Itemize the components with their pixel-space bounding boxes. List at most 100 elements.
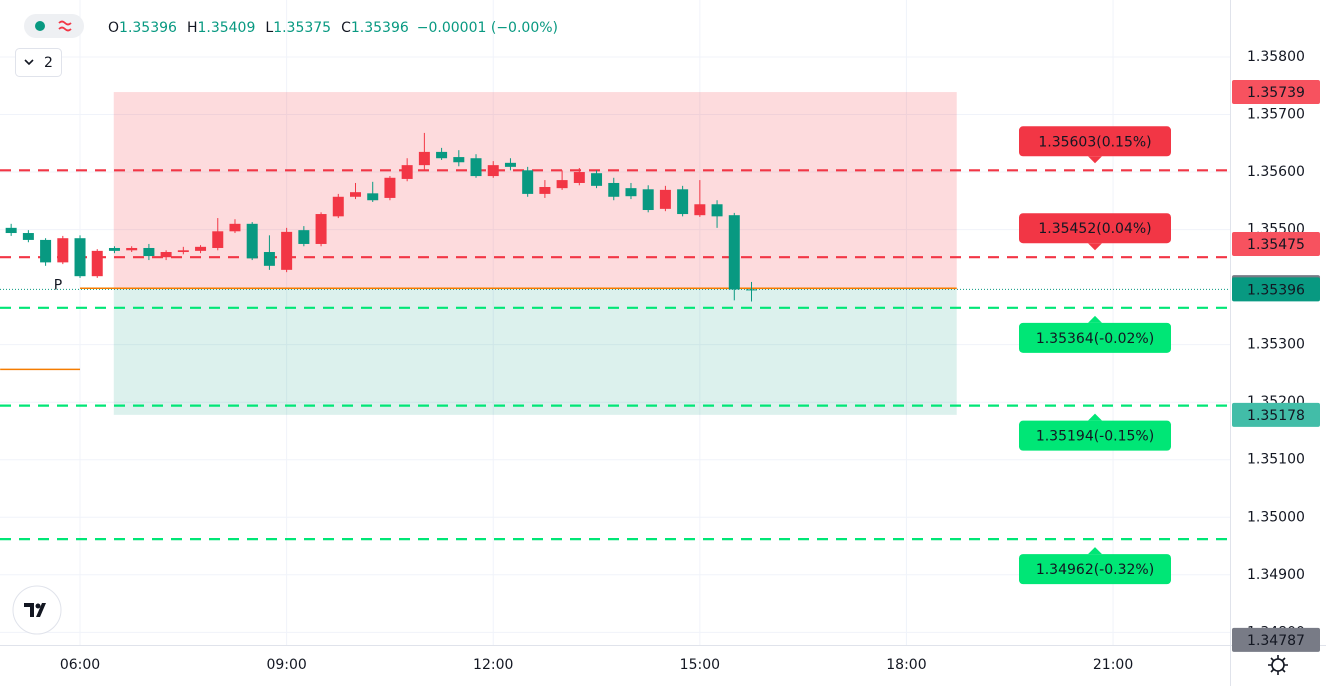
candle-body	[608, 182, 620, 197]
plot-area: P 1.35603(0.15%) 1.35452(0.04%) 1.35364(-0.…	[0, 92, 1230, 585]
symbol-pill[interactable]	[24, 14, 84, 38]
candle-body	[126, 247, 138, 251]
candle-body	[91, 250, 103, 277]
candle-body	[539, 186, 551, 194]
candle-body	[350, 192, 362, 197]
level-label-box	[1019, 554, 1171, 585]
ohlc-label: C	[341, 20, 351, 36]
y-tick-label: 1.35700	[1247, 107, 1305, 123]
price-tag-label: 1.35396	[1247, 282, 1305, 298]
y-tick-label: 1.35800	[1247, 49, 1305, 65]
collapse-button[interactable]: 2	[15, 48, 62, 77]
logo[interactable]	[12, 585, 62, 635]
pivot-label: P	[54, 277, 62, 293]
grid	[0, 0, 1230, 645]
candle-body	[659, 189, 671, 209]
candle-body	[212, 231, 224, 248]
candle-body	[711, 204, 723, 217]
candle-body	[108, 247, 120, 251]
x-tick-label: 15:00	[680, 657, 720, 673]
x-tick-label: 09:00	[266, 657, 306, 673]
count: 2	[44, 55, 53, 71]
candle-body	[677, 189, 689, 215]
candle-body	[195, 246, 207, 251]
x-tick-label: 06:00	[60, 657, 100, 673]
level-label: 1.35194(-0.15%)	[1036, 429, 1154, 445]
price-tag-label: 1.35739	[1247, 85, 1305, 101]
candle-body	[642, 189, 654, 211]
level-label: 1.35364(-0.02%)	[1036, 331, 1154, 347]
level-label-box	[1019, 213, 1171, 244]
candle-body	[470, 158, 482, 177]
candle-body	[143, 247, 155, 257]
candle-body	[453, 157, 465, 163]
price-tag	[1232, 402, 1320, 427]
ohlc-value: 1.35409	[197, 20, 255, 36]
button[interactable]	[15, 48, 62, 77]
wave-icon	[58, 20, 72, 32]
ohlc-change: −0.00001 (−0.00%)	[417, 20, 558, 36]
candle-body	[522, 170, 534, 194]
ohlc-label: O	[108, 20, 119, 36]
candle-body	[556, 180, 568, 189]
level-label: 1.35603(0.15%)	[1038, 134, 1151, 150]
candle-body	[418, 151, 430, 166]
candle-body	[298, 230, 310, 244]
candle-body	[573, 172, 585, 183]
price-tag	[1232, 231, 1320, 256]
price-tag	[1232, 80, 1320, 105]
ohlc-value: 1.35396	[119, 20, 177, 36]
y-tick-label: 1.35100	[1247, 452, 1305, 468]
candle-body	[436, 151, 448, 159]
price-tag	[1232, 277, 1320, 302]
candle-body	[229, 223, 241, 232]
candle-body	[487, 165, 499, 177]
level-label: 1.35452(0.04%)	[1038, 221, 1151, 237]
stop-zone	[113, 289, 957, 415]
candle-body	[22, 233, 34, 240]
candle-body	[57, 238, 69, 263]
y-tick-label: 1.35000	[1247, 509, 1305, 525]
level-label-arrow	[1088, 413, 1102, 421]
candle-body	[246, 223, 258, 259]
candle-body	[591, 173, 603, 186]
level-label-arrow	[1088, 243, 1102, 251]
y-tick-label: 1.35600	[1247, 164, 1305, 180]
candle-body	[281, 231, 293, 270]
candle-body	[40, 239, 52, 263]
y-tick-label: 1.35300	[1247, 337, 1305, 353]
logo-dot	[35, 603, 41, 609]
x-tick-label: 12:00	[473, 657, 513, 673]
level-label-box	[1019, 420, 1171, 451]
candle-body	[745, 289, 757, 291]
candle-body	[694, 204, 706, 216]
level-label-box	[1019, 322, 1171, 353]
ohlc-legend: O1.35396 H1.35409 L1.35375 C1.35396 −0.00001…	[108, 20, 558, 36]
candle-body	[315, 214, 327, 244]
x-tick-label: 21:00	[1093, 657, 1133, 673]
x-tick-label: 18:00	[886, 657, 926, 673]
status-dot	[35, 21, 45, 31]
level-label-arrow	[1088, 315, 1102, 323]
ohlc-value: 1.35375	[273, 20, 331, 36]
logo-mark	[24, 603, 46, 617]
price-axis: 06:0009:0012:0015:0018:0021:001.348001.3…	[60, 49, 1320, 673]
candle-body	[384, 177, 396, 198]
logo-circle[interactable]	[12, 585, 62, 635]
gear-teeth	[1268, 655, 1288, 675]
ohlc-value: 1.35396	[351, 20, 409, 36]
price-tag-label: 1.35178	[1247, 408, 1305, 424]
candle-body	[177, 250, 189, 253]
price-tag	[1232, 627, 1320, 652]
candle-body	[5, 227, 17, 234]
y-tick-label: 1.34900	[1247, 567, 1305, 583]
level-label-arrow	[1088, 547, 1102, 555]
price-tag-label: 1.34787	[1247, 633, 1305, 649]
pill[interactable]	[24, 14, 84, 38]
settings-button[interactable]	[1268, 655, 1288, 675]
candle-body	[625, 188, 637, 197]
candle-body	[160, 252, 172, 258]
candle-body	[401, 165, 413, 179]
